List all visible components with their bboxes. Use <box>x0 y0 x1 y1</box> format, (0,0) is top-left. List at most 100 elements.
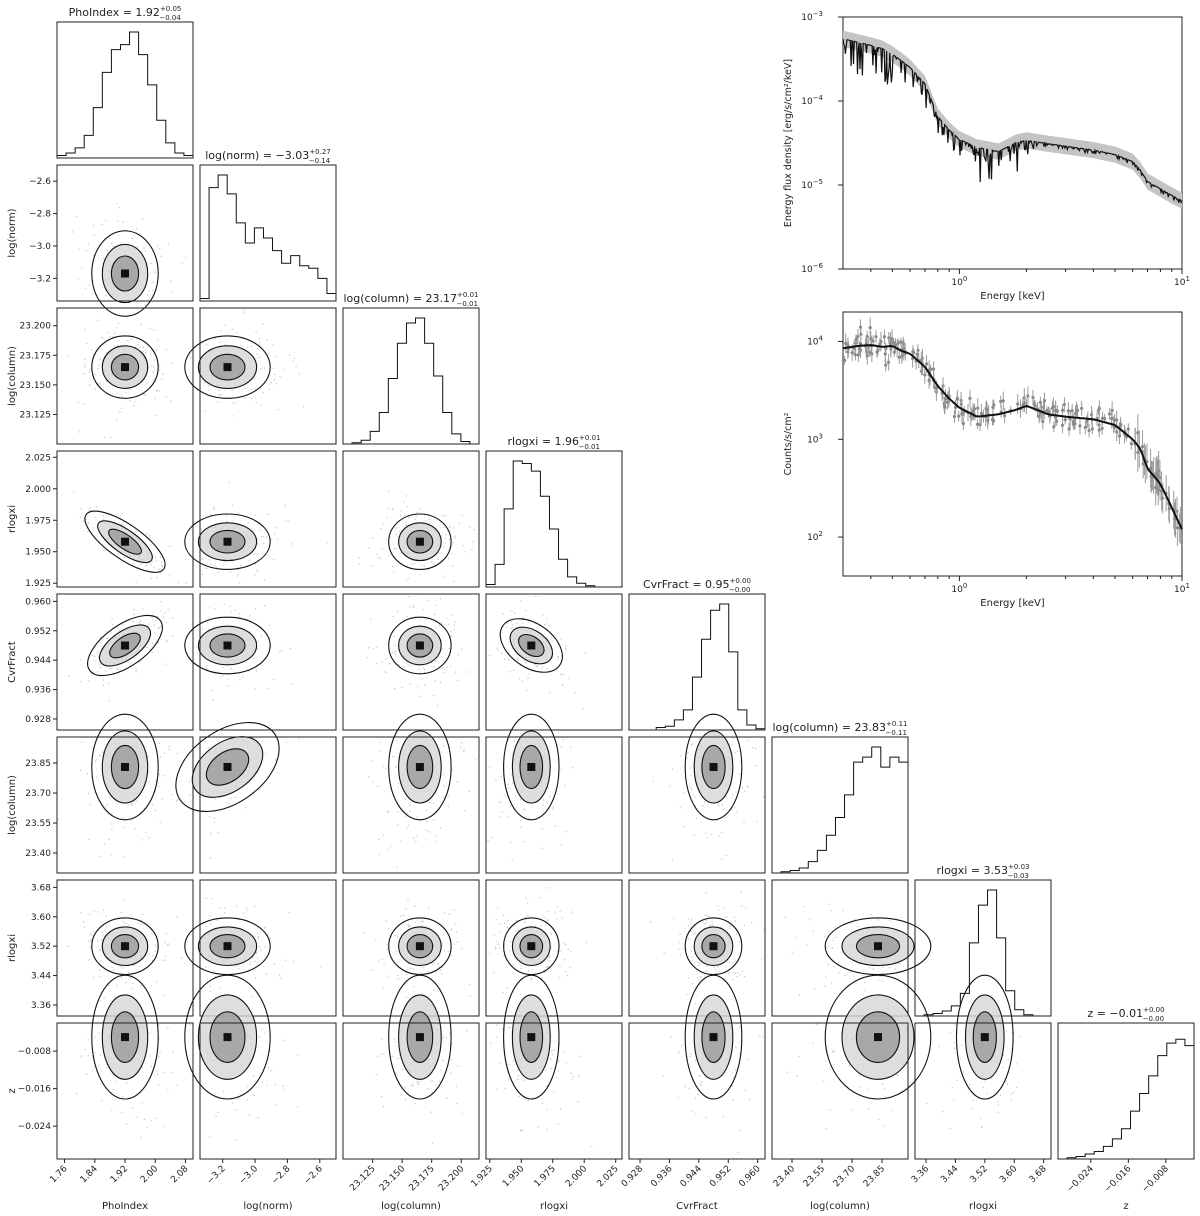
scatter-point <box>457 679 459 682</box>
scatter-point <box>211 689 213 691</box>
scatter-point <box>741 905 743 907</box>
scatter-point <box>268 352 270 355</box>
scatter-point <box>157 642 159 644</box>
scatter-point <box>375 938 377 940</box>
scatter-point <box>160 601 162 603</box>
scatter-point <box>422 609 424 611</box>
contour-level <box>388 513 452 570</box>
scatter-point <box>205 897 207 899</box>
tick-exponent: 0 <box>963 582 967 590</box>
data-point <box>1031 395 1035 400</box>
scatter-point <box>382 987 384 990</box>
scatter-point <box>405 996 407 998</box>
scatter-point <box>511 610 513 612</box>
scatter-point <box>93 910 96 912</box>
tick-base: 10 <box>801 265 813 275</box>
scatter-point <box>254 960 256 963</box>
scatter-point <box>209 607 211 609</box>
scatter-point <box>222 666 225 669</box>
data-point <box>846 350 850 354</box>
x-axis-label: rlogxi <box>540 1201 568 1212</box>
scatter-point <box>159 247 161 250</box>
scatter-point <box>429 801 431 804</box>
scatter-point <box>231 389 233 392</box>
contour-panel-log(column)-vs-CvrFract <box>342 593 480 731</box>
y-tick-label: 2.025 <box>25 453 51 463</box>
scatter-point <box>77 278 80 280</box>
scatter-point <box>145 831 147 834</box>
scatter-point <box>401 1069 404 1071</box>
histogram-step-line <box>485 460 622 588</box>
scatter-point <box>392 565 394 567</box>
scatter-point <box>760 958 763 960</box>
scatter-point <box>269 937 271 939</box>
scatter-point <box>206 343 208 346</box>
data-point <box>960 412 964 416</box>
x-tick-label: 100 <box>951 582 967 595</box>
scatter-point <box>693 834 696 836</box>
contour-level <box>388 917 452 976</box>
scatter-point <box>291 683 293 685</box>
scatter-point <box>105 805 107 808</box>
scatter-point <box>103 997 105 999</box>
density-peak-pixel <box>415 641 424 650</box>
scatter-point <box>130 803 133 805</box>
data-point <box>900 354 904 358</box>
scatter-point <box>546 988 548 990</box>
scatter-point <box>155 1117 157 1119</box>
scatter-point <box>717 803 719 805</box>
tick-base: 10 <box>807 533 819 543</box>
scatter-point <box>167 1089 169 1091</box>
scatter-point <box>411 1085 414 1087</box>
density-peak-pixel <box>980 1033 989 1042</box>
scatter-point <box>100 939 103 941</box>
scatter-point <box>417 919 419 921</box>
scatter-point <box>534 664 536 666</box>
scatter-point <box>132 621 134 623</box>
scatter-point <box>547 911 549 913</box>
scatter-point <box>461 514 463 516</box>
scatter-point <box>520 826 522 829</box>
scatter-point <box>204 741 206 743</box>
y-axis-label: log(column) <box>7 346 18 406</box>
scatter-point <box>123 826 126 829</box>
scatter-point <box>393 547 395 550</box>
scatter-point <box>546 919 549 921</box>
scatter-point <box>520 964 522 967</box>
scatter-point <box>267 687 269 690</box>
data-point <box>1066 409 1070 413</box>
scatter-point <box>711 921 713 923</box>
histogram-title: rlogxi = 1.96+0.01 −0.01 <box>507 434 600 451</box>
title-plus: +0.00 <box>730 577 751 585</box>
scatter-point <box>441 972 443 975</box>
scatter-point <box>152 955 154 957</box>
scatter-point <box>292 360 294 362</box>
scatter-point <box>503 794 505 797</box>
scatter-point <box>428 831 430 833</box>
scatter-point <box>436 704 439 706</box>
y-axis-label: rlogxi <box>7 505 18 533</box>
scatter-point <box>121 1111 123 1114</box>
scatter-point <box>77 401 79 404</box>
scatter-point <box>560 638 562 640</box>
scatter-point <box>224 324 226 326</box>
scatter-point <box>84 1048 86 1051</box>
scatter-point <box>237 512 239 515</box>
title-plus: +0.00 <box>1143 1006 1164 1014</box>
scatter-point <box>496 940 498 943</box>
scatter-point <box>163 1125 166 1128</box>
scatter-point <box>453 624 456 626</box>
scatter-point <box>436 841 438 843</box>
scatter-point <box>370 565 373 567</box>
scatter-point <box>234 966 236 968</box>
contour-panel-rlogxi-vs-rlogxi <box>485 879 623 1017</box>
scatter-point <box>93 671 95 673</box>
data-point <box>884 363 888 367</box>
data-point <box>856 334 860 339</box>
scatter-point <box>376 553 378 556</box>
scatter-point <box>83 366 86 368</box>
scatter-point <box>441 944 443 947</box>
scatter-point <box>443 912 446 914</box>
data-point <box>1046 410 1051 414</box>
scatter-point <box>844 974 847 977</box>
